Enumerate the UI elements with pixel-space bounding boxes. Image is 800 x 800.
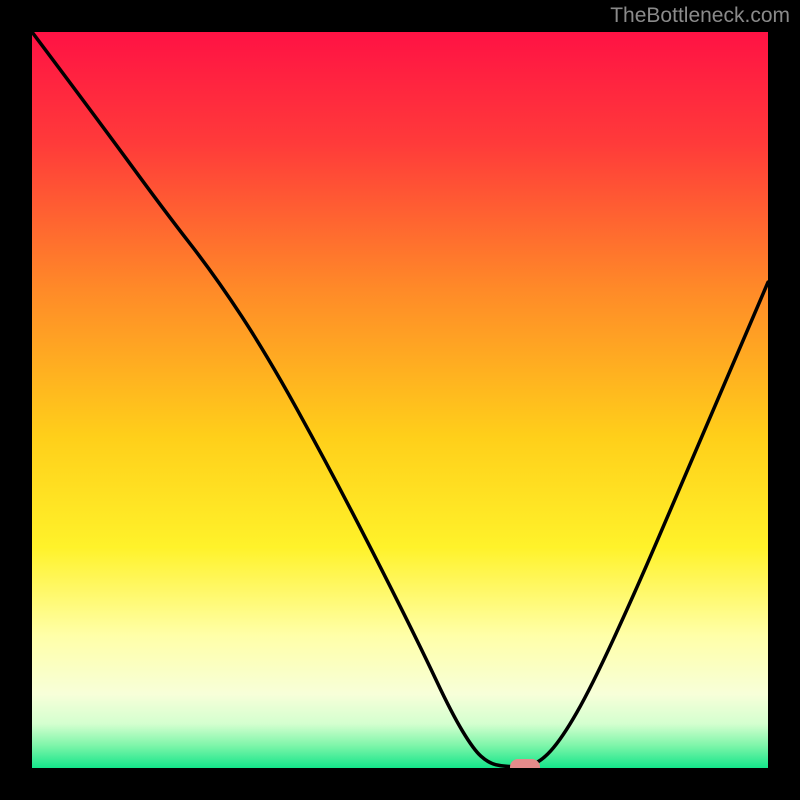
target-marker [510, 759, 540, 768]
plot-area [32, 32, 768, 768]
curve-svg [32, 32, 768, 768]
bottleneck-curve [32, 32, 768, 767]
watermark-text: TheBottleneck.com [610, 4, 790, 28]
